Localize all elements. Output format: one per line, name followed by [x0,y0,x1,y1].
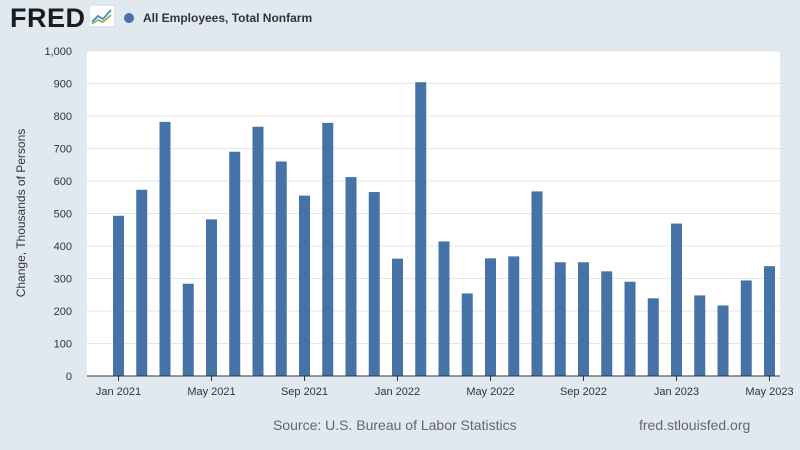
bar-dec-2021[interactable] [368,192,380,376]
x-tick-label: Sep 2021 [281,386,328,398]
y-tick-label: 400 [54,241,72,253]
bar-aug-2022[interactable] [554,262,566,376]
x-tick-label: May 2021 [187,386,235,398]
bar-jan-2021[interactable] [113,215,124,376]
bar-mar-2021[interactable] [159,121,171,376]
bar-feb-2023[interactable] [694,295,706,376]
bar-jul-2021[interactable] [252,126,264,376]
y-tick-label: 1,000 [44,46,72,58]
bar-feb-2021[interactable] [136,189,148,376]
bar-aug-2021[interactable] [275,161,287,377]
header: FRED All Employees, Total Nonfarm [0,0,800,40]
bar-may-2021[interactable] [206,219,217,376]
x-axis-ticks: Jan 2021 May 2021 Sep 2021 Jan 2022 May 2022… [96,376,794,398]
bars [113,82,775,376]
bar-mar-2022[interactable] [438,241,450,376]
y-tick-label: 300 [54,274,72,286]
bar-oct-2022[interactable] [601,271,613,376]
bar-oct-2021[interactable] [322,122,334,376]
x-tick-label: Jan 2022 [375,386,420,398]
bar-nov-2022[interactable] [624,281,636,376]
bar-apr-2021[interactable] [182,283,194,376]
y-axis-label: Change, Thousands of Persons [14,129,28,298]
source-url[interactable]: fred.stlouisfed.org [639,417,751,433]
y-axis-ticks: 0 100 200 300 400 500 600 700 800 900 1,000 [44,46,72,383]
y-tick-label: 900 [54,79,72,91]
bar-jun-2021[interactable] [229,151,241,376]
bar-mar-2023[interactable] [717,305,729,376]
source-text: Source: U.S. Bureau of Labor Statistics [273,417,517,433]
x-tick-label: May 2023 [745,386,793,398]
bar-jan-2022[interactable] [392,258,403,376]
bar-jan-2023[interactable] [671,223,682,376]
y-tick-label: 500 [54,209,72,221]
bar-may-2022[interactable] [485,258,496,376]
x-tick-label: Jan 2021 [96,386,141,398]
x-tick-label: May 2022 [466,386,514,398]
bar-may-2023[interactable] [764,266,775,376]
bar-sep-2021[interactable] [299,195,310,376]
bar-jul-2022[interactable] [531,191,543,376]
legend-label: All Employees, Total Nonfarm [143,11,313,25]
y-tick-label: 800 [54,111,72,123]
bar-dec-2022[interactable] [647,298,659,376]
x-tick-label: Sep 2022 [560,386,607,398]
bar-nov-2021[interactable] [345,177,357,376]
y-tick-label: 0 [66,371,72,383]
bar-sep-2022[interactable] [578,262,589,376]
bar-jun-2022[interactable] [508,256,520,376]
x-tick-label: Jan 2023 [654,386,699,398]
bar-apr-2023[interactable] [740,280,752,376]
legend-marker [124,13,134,23]
chart-legend[interactable]: All Employees, Total Nonfarm [124,11,312,25]
gridlines [87,50,780,344]
bar-apr-2022[interactable] [461,293,473,376]
y-tick-label: 600 [54,176,72,188]
bar-feb-2022[interactable] [415,82,427,376]
y-tick-label: 700 [54,144,72,156]
logo-text: FRED [10,3,86,33]
y-tick-label: 200 [54,306,72,318]
y-tick-label: 100 [54,339,72,351]
